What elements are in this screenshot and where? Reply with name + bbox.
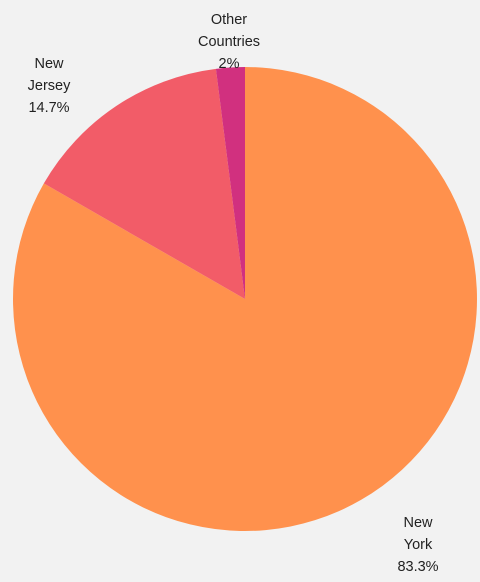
slice-percent: 14.7% (28, 100, 69, 116)
slice-name-line: Other (211, 12, 247, 28)
slice-name-line: New (403, 515, 433, 531)
slice-name-line: Jersey (28, 78, 71, 94)
slice-name-line: Countries (198, 34, 260, 50)
slice-label-other-countries: Other Countries 2% (198, 12, 260, 72)
pie-slices (13, 67, 477, 531)
slice-label-new-jersey: New Jersey 14.7% (28, 56, 71, 116)
slice-label-new-york: New York 83.3% (397, 515, 438, 575)
slice-name-line: York (404, 537, 433, 553)
slice-percent: 2% (219, 56, 240, 72)
slice-percent: 83.3% (397, 559, 438, 575)
slice-name-line: New (34, 56, 64, 72)
